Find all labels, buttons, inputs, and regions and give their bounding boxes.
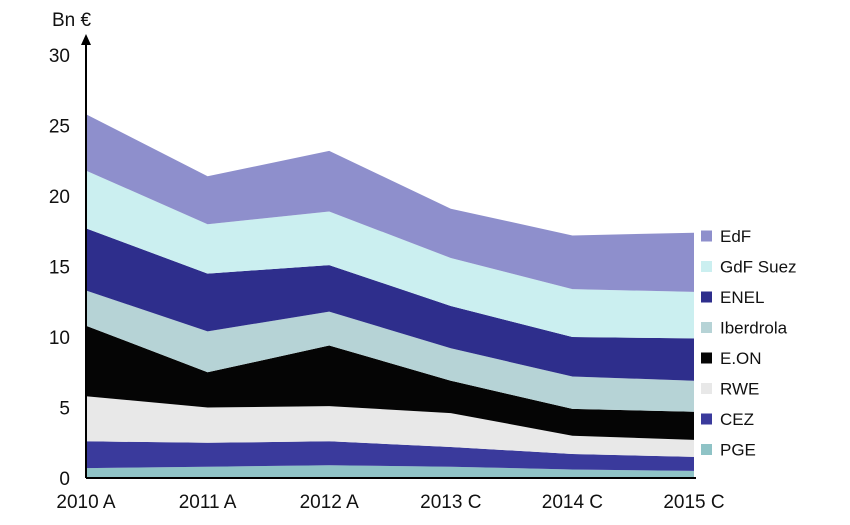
x-tick-labels: 2010 A 2011 A 2012 A 2013 C 2014 C 2015 C [56, 492, 724, 513]
legend-item-pge: PGE [701, 441, 756, 460]
axes: Bn € [52, 10, 696, 479]
legend-item-rwe: RWE [701, 380, 759, 399]
area-layers [86, 114, 694, 478]
legend-label: E.ON [720, 349, 762, 368]
legend-label: Iberdrola [720, 319, 788, 338]
legend-item-edf: EdF [701, 227, 751, 246]
area-gdf-suez [86, 170, 694, 339]
area-rwe [86, 396, 694, 457]
legend-item-e-on: E.ON [701, 349, 762, 368]
legend-swatch [701, 322, 712, 333]
legend-label: CEZ [720, 410, 754, 429]
legend-swatch [701, 352, 712, 364]
y-tick-label: 15 [49, 258, 70, 279]
legend-item-enel: ENEL [701, 288, 764, 307]
x-tick-label: 2013 C [420, 492, 481, 513]
y-axis-arrow [81, 34, 91, 45]
y-tick-label: 5 [59, 399, 70, 420]
area-enel [86, 228, 694, 381]
legend-swatch [701, 291, 712, 303]
legend-label: EdF [720, 227, 751, 246]
area-e-on [86, 325, 694, 440]
x-tick-label: 2012 A [300, 492, 359, 513]
area-edf [86, 114, 694, 292]
legend-swatch [701, 261, 712, 272]
area-pge [86, 465, 694, 478]
y-tick-label: 25 [49, 117, 70, 138]
y-tick-label: 0 [59, 469, 70, 490]
y-unit-label: Bn € [52, 10, 92, 31]
legend-item-iberdrola: Iberdrola [701, 319, 788, 338]
legend-swatch [701, 413, 712, 425]
y-tick-label: 20 [49, 187, 70, 208]
legend: EdF GdF Suez ENEL Iberdrola E.ON RWE CEZ PGE [701, 227, 797, 460]
x-tick-label: 2011 A [179, 492, 237, 513]
legend-swatch [701, 383, 712, 394]
legend-item-gdf-suez: GdF Suez [701, 258, 797, 277]
x-tick-label: 2015 C [663, 492, 724, 513]
legend-label: GdF Suez [720, 258, 797, 277]
y-tick-label: 30 [49, 46, 70, 67]
legend-item-cez: CEZ [701, 410, 754, 429]
x-tick-label: 2010 A [56, 492, 115, 513]
area-iberdrola [86, 290, 694, 412]
legend-label: ENEL [720, 288, 764, 307]
legend-label: RWE [720, 380, 759, 399]
x-tick-label: 2014 C [542, 492, 603, 513]
area-cez [86, 441, 694, 471]
y-tick-label: 10 [49, 328, 70, 349]
legend-label: PGE [720, 441, 756, 460]
y-tick-labels: 0 5 10 15 20 25 30 [49, 46, 70, 490]
legend-swatch [701, 444, 712, 455]
legend-swatch [701, 230, 712, 242]
